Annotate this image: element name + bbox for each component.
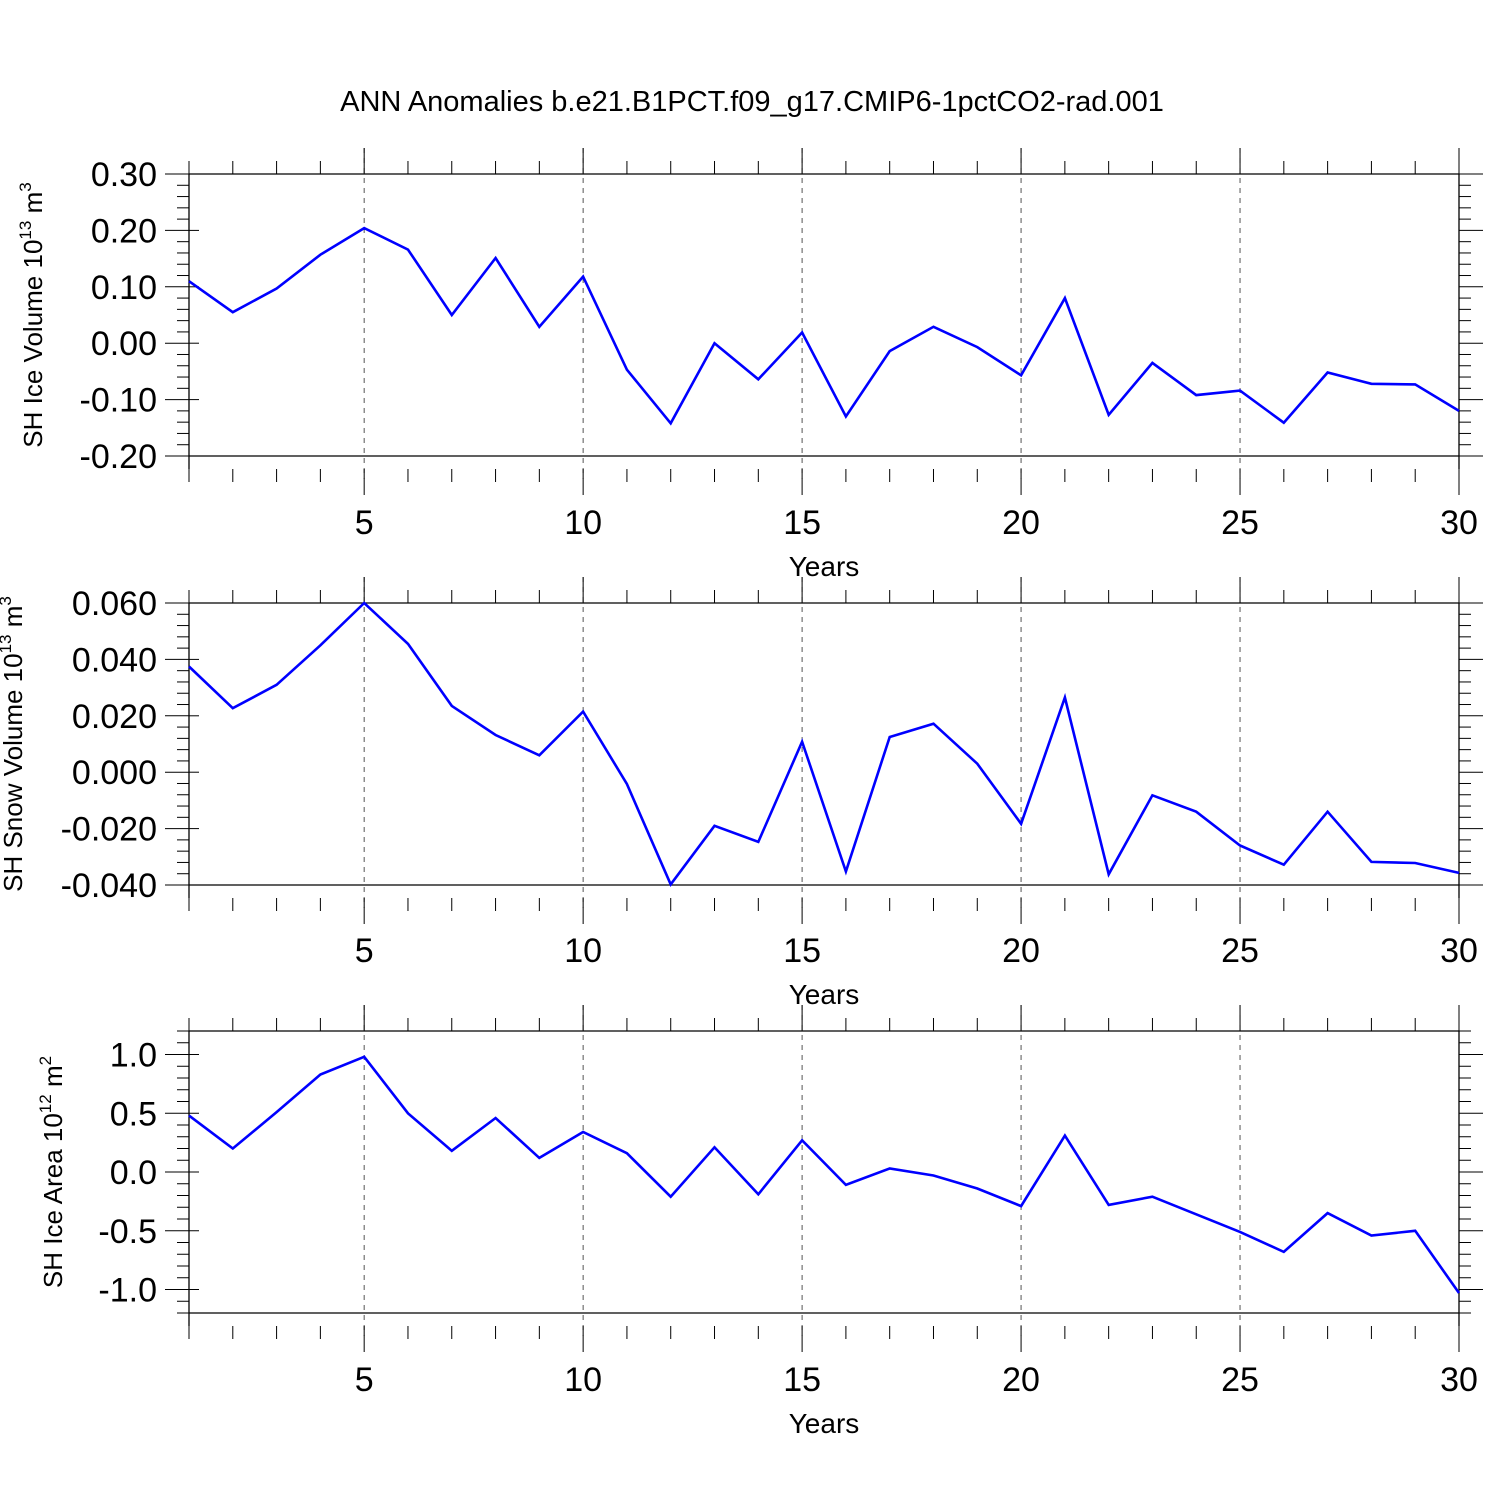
y-tick-label: 0.00 xyxy=(91,325,157,363)
y-label-unit-exponent: 2 xyxy=(36,1056,55,1065)
x-tick-label: 5 xyxy=(355,1361,374,1399)
y-tick-label: -0.10 xyxy=(80,382,158,420)
panels: -0.20-0.100.000.100.200.305 10 15 20 25 30Yea… xyxy=(0,148,1483,1439)
y-axis-label: SH Snow Volume 1013 m3 xyxy=(0,596,28,892)
y-label-unit: m xyxy=(18,192,48,221)
y-tick-label: 0.020 xyxy=(72,698,157,736)
x-tick-label: 10 xyxy=(564,1361,602,1399)
x-axis-label: Years xyxy=(789,979,860,1010)
x-tick-label: 30 xyxy=(1440,504,1478,542)
y-tick-label: 0.040 xyxy=(72,641,157,679)
y-tick-label: -0.5 xyxy=(98,1213,157,1251)
series-line xyxy=(188,226,1460,426)
y-tick-label: 0.20 xyxy=(91,212,157,250)
panel-3: -1.0 -0.5 0.0 0.5 1.0 5 10 15 20 25 30 Years SH Ice … xyxy=(36,1005,1483,1439)
y-tick-label: 0.0 xyxy=(110,1154,157,1192)
x-tick-label: 30 xyxy=(1440,1361,1478,1399)
x-tick-label: 5 xyxy=(355,932,374,970)
y-tick-label: 0.10 xyxy=(91,269,157,307)
y-axis-label: SH Ice Volume 1013 m3 xyxy=(16,182,48,447)
y-tick-label: -1.0 xyxy=(98,1272,157,1310)
x-tick-label: 5 xyxy=(355,504,374,542)
y-label-text: SH Ice Volume 10 xyxy=(18,240,48,448)
x-tick-label: 25 xyxy=(1221,932,1259,970)
y-label-unit: m xyxy=(38,1065,68,1094)
y-axis-label: SH Ice Area 1012 m2 xyxy=(36,1056,68,1288)
y-tick-label: -0.20 xyxy=(80,438,158,476)
y-tick-label: 1.0 xyxy=(110,1037,157,1075)
x-tick-label: 10 xyxy=(564,932,602,970)
y-label-unit-exponent: 3 xyxy=(0,596,15,605)
series-line xyxy=(188,1055,1461,1294)
y-tick-label: -0.020 xyxy=(61,811,157,849)
y-tick-label: 0.30 xyxy=(91,156,157,194)
series-line xyxy=(188,601,1460,887)
y-tick-label: 0.060 xyxy=(72,585,157,623)
y-tick-label: 0.5 xyxy=(110,1095,157,1133)
y-label-exponent: 13 xyxy=(16,221,35,240)
y-label-text: SH Snow Volume 10 xyxy=(0,653,28,891)
x-tick-label: 15 xyxy=(783,1361,821,1399)
y-label-unit: m xyxy=(0,606,28,635)
x-tick-label: 20 xyxy=(1002,1361,1040,1399)
x-tick-label: 20 xyxy=(1002,932,1040,970)
x-tick-label: 20 xyxy=(1002,504,1040,542)
x-tick-label: 15 xyxy=(783,932,821,970)
y-label-exponent: 12 xyxy=(36,1094,55,1113)
x-tick-label: 15 xyxy=(783,504,821,542)
y-label-unit-exponent: 3 xyxy=(16,182,35,191)
x-tick-label: 30 xyxy=(1440,932,1478,970)
panel-2: -0.040 -0.020 0.000 0.020 0.040 0.060 5 10 15 20 2… xyxy=(0,577,1483,1010)
panel-1: -0.20 -0.10 0.00 0.10 0.20 0.30 5 10 15 20 25 30 Yea… xyxy=(16,148,1483,582)
y-label-text: SH Ice Area 10 xyxy=(38,1113,68,1288)
x-axis-label: Years xyxy=(789,1408,860,1439)
y-tick-label: -0.040 xyxy=(61,867,157,905)
x-axis-label: Years xyxy=(789,551,860,582)
y-label-exponent: 13 xyxy=(0,634,15,653)
y-tick-label: 0.000 xyxy=(72,754,157,792)
x-tick-label: 25 xyxy=(1221,504,1259,542)
x-tick-label: 10 xyxy=(564,504,602,542)
figure-title: ANN Anomalies b.e21.B1PCT.f09_g17.CMIP6-… xyxy=(340,86,1164,118)
x-tick-label: 25 xyxy=(1221,1361,1259,1399)
